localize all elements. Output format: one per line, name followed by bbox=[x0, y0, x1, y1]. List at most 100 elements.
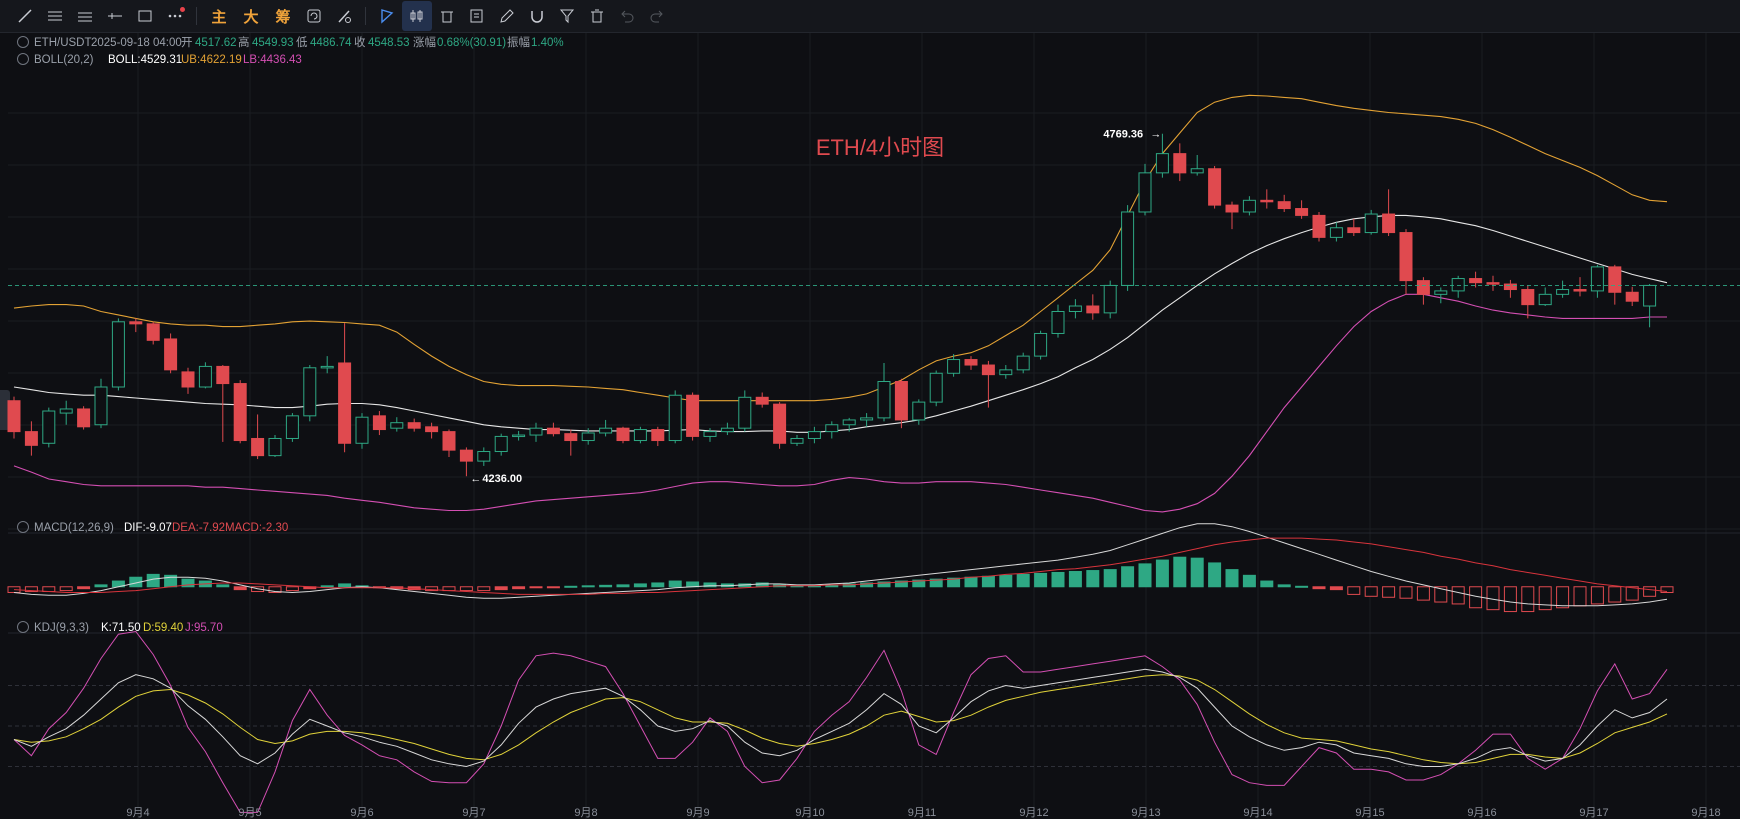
macd-bar bbox=[651, 582, 665, 588]
filter-button[interactable] bbox=[552, 1, 582, 31]
candle bbox=[42, 407, 56, 448]
magnet-cursor-button[interactable] bbox=[372, 1, 402, 31]
macd-bar bbox=[77, 586, 91, 590]
candle bbox=[790, 435, 804, 447]
indicator-button-0[interactable]: 主 bbox=[211, 8, 227, 26]
macd-bar bbox=[1242, 574, 1256, 588]
candle bbox=[1312, 211, 1326, 242]
candle bbox=[773, 402, 787, 449]
close-label: 收 bbox=[354, 35, 366, 49]
candle bbox=[1173, 143, 1187, 182]
x-tick-label: 9月18 bbox=[1691, 807, 1720, 819]
x-tick-label: 9月11 bbox=[908, 807, 937, 819]
chart-canvas[interactable]: ETH/4小时图 4769.36 → ← 4236.00 9月4 9月5 9月6 9月… bbox=[0, 33, 1740, 819]
candle bbox=[1486, 275, 1500, 291]
indicator-button-2[interactable]: 筹 bbox=[275, 8, 291, 26]
replay-button[interactable] bbox=[299, 1, 329, 31]
trend-line-button[interactable] bbox=[10, 1, 40, 31]
collapse-icon[interactable] bbox=[17, 53, 29, 65]
candle-body bbox=[268, 437, 282, 457]
macd-bar bbox=[1173, 556, 1187, 588]
candle bbox=[1469, 271, 1483, 288]
macd-bar bbox=[233, 586, 247, 591]
macd-bar bbox=[1643, 586, 1657, 597]
open-label: 开 bbox=[181, 37, 193, 49]
magnet-button[interactable] bbox=[522, 1, 552, 31]
boll-upper-line bbox=[13, 94, 1668, 402]
high-marker-label: 4769.36 bbox=[1103, 129, 1143, 141]
candle bbox=[459, 447, 473, 477]
delete-button[interactable] bbox=[582, 1, 612, 31]
candle-body bbox=[1225, 204, 1239, 213]
undo-button[interactable] bbox=[612, 1, 642, 31]
brush-settings-button[interactable] bbox=[329, 1, 359, 31]
macd-bar bbox=[1364, 586, 1378, 597]
candle-body bbox=[1469, 278, 1483, 284]
collapse-icon[interactable] bbox=[17, 521, 29, 533]
candle bbox=[198, 362, 212, 389]
side-panel-handle[interactable] bbox=[0, 390, 10, 430]
kdj-k-line bbox=[13, 668, 1668, 768]
trend-line-icon bbox=[18, 9, 32, 23]
collapse-icon[interactable] bbox=[17, 621, 29, 633]
indicator-button-1[interactable]: 大 bbox=[243, 8, 259, 26]
parallel-channel-button[interactable] bbox=[70, 1, 100, 31]
rectangle-button[interactable] bbox=[130, 1, 160, 31]
trash-bin-button[interactable] bbox=[432, 1, 462, 31]
x-tick-label: 9月15 bbox=[1355, 807, 1384, 819]
x-tick-label: 9月7 bbox=[462, 807, 485, 819]
redo-icon bbox=[650, 10, 663, 23]
candle bbox=[947, 354, 961, 377]
candle bbox=[1364, 209, 1378, 235]
candle-body bbox=[1121, 211, 1135, 286]
macd-bar bbox=[860, 582, 874, 588]
macd-bar bbox=[181, 578, 195, 588]
datetime: 2025-09-18 04:00 bbox=[91, 37, 182, 49]
candle bbox=[390, 417, 404, 432]
candle-body bbox=[1329, 227, 1343, 238]
note-button[interactable] bbox=[462, 1, 492, 31]
boll-lower-line bbox=[13, 293, 1667, 513]
more-dots-button[interactable] bbox=[160, 1, 190, 31]
horizontal-lines-button[interactable] bbox=[40, 1, 70, 31]
candle bbox=[1329, 222, 1343, 242]
macd-dif-line bbox=[13, 523, 1668, 607]
macd-bar bbox=[668, 580, 682, 588]
macd-bar bbox=[59, 586, 73, 592]
candle bbox=[912, 399, 926, 425]
candle bbox=[599, 419, 613, 437]
macd-bar bbox=[1625, 586, 1639, 601]
macd-bar bbox=[338, 583, 352, 588]
candle-body bbox=[1242, 199, 1256, 213]
ray-line-button[interactable] bbox=[100, 1, 130, 31]
horizontal-lines-icon bbox=[48, 11, 62, 21]
x-tick-label: 9月12 bbox=[1019, 807, 1048, 819]
candle-body bbox=[842, 419, 856, 426]
candle-body bbox=[720, 427, 734, 433]
candle bbox=[425, 422, 439, 439]
candle-body bbox=[529, 427, 543, 436]
pencil-button[interactable] bbox=[492, 1, 522, 31]
amp-label: 振幅 bbox=[507, 35, 530, 49]
boll-mid: BOLL:4529.31 bbox=[108, 54, 182, 66]
candle-type-button[interactable] bbox=[402, 1, 432, 31]
macd-bar bbox=[1138, 563, 1152, 588]
candle-body bbox=[773, 403, 787, 444]
redo-button[interactable] bbox=[642, 1, 672, 31]
macd-bar bbox=[981, 575, 995, 588]
macd-bar bbox=[1051, 571, 1065, 588]
macd-bar bbox=[1295, 585, 1309, 588]
candle-body bbox=[651, 429, 665, 442]
candle bbox=[442, 429, 456, 458]
candle-body bbox=[999, 369, 1013, 376]
candle-body bbox=[320, 365, 334, 369]
candle bbox=[1086, 294, 1100, 320]
candle bbox=[860, 413, 874, 427]
collapse-icon[interactable] bbox=[17, 36, 29, 48]
candle-body bbox=[981, 364, 995, 376]
candle bbox=[129, 318, 143, 333]
macd-bar bbox=[947, 577, 961, 588]
filter-icon bbox=[559, 9, 575, 24]
macd-bar bbox=[146, 573, 160, 588]
candle bbox=[268, 435, 282, 458]
